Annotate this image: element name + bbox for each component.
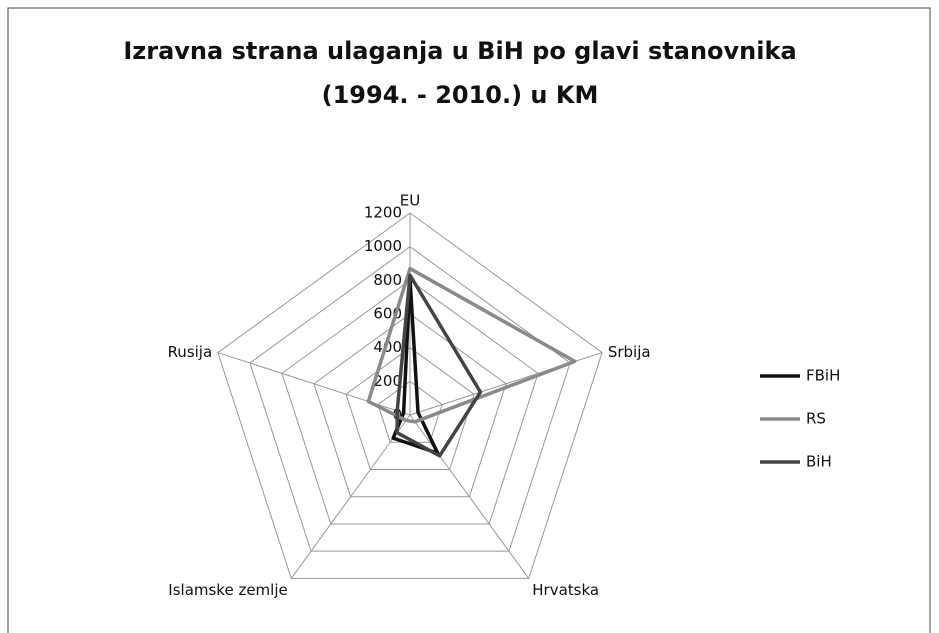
tick-label: 800 — [373, 271, 402, 289]
tick-label: 1200 — [364, 204, 402, 222]
grid-ring — [281, 279, 539, 525]
category-label: EU — [400, 192, 420, 210]
tick-label: 1000 — [364, 237, 402, 255]
grid-ring — [313, 313, 507, 498]
legend-label: FBiH — [806, 367, 840, 385]
series-line — [395, 273, 483, 458]
chart-border — [7, 7, 931, 633]
chart-title: Izravna strana ulaganja u BiH po glavi s… — [123, 37, 796, 65]
category-label: Rusija — [168, 343, 213, 361]
spoke — [409, 414, 530, 579]
grid-ring — [345, 347, 475, 470]
spoke — [290, 414, 411, 579]
legend-label: BiH — [806, 453, 832, 471]
chart-title: (1994. - 2010.) u KM — [322, 81, 599, 109]
series-line — [366, 266, 577, 424]
category-label: Hrvatska — [532, 581, 599, 599]
category-label: Srbija — [608, 343, 651, 361]
series-line — [391, 276, 440, 455]
grid-ring — [217, 212, 603, 579]
tick-label: 200 — [373, 372, 402, 390]
tick-label: 400 — [373, 338, 402, 356]
legend-label: RS — [806, 410, 826, 428]
category-label: Islamske zemlje — [168, 581, 287, 599]
